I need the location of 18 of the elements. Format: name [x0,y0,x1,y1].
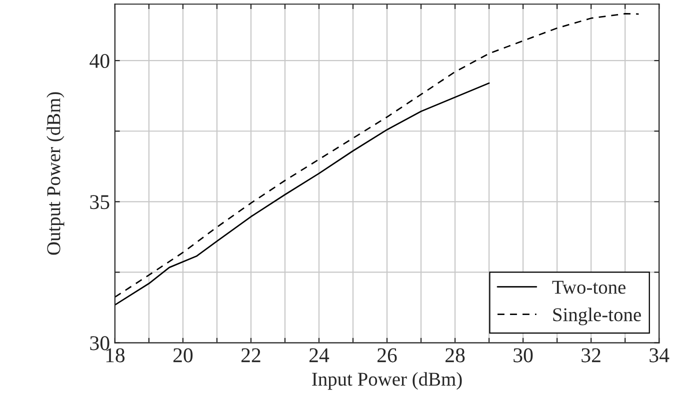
y-axis-title: Output Power (dBm) [46,92,64,255]
x-tick-label: 20 [173,348,193,362]
line-series [114,82,490,306]
x-tick-label: 22 [241,348,260,362]
x-tick-label: 32 [582,348,600,362]
legend-label: Single-tone [553,308,641,326]
x-tick-label: 34 [650,348,670,362]
y-tick-label: 30 [90,336,110,350]
x-tick-label: 30 [514,348,533,362]
y-tick-label: 40 [90,54,110,68]
x-axis-title: Input Power (dBm) [312,372,462,390]
x-tick-label: 24 [309,348,330,362]
legend-label: Two-tone [552,280,626,294]
line-series [114,13,640,298]
x-tick-label: 18 [106,348,125,362]
x-tick-label: 28 [446,348,465,362]
y-tick-label: 35 [90,195,110,210]
x-tick-label: 26 [378,348,397,362]
